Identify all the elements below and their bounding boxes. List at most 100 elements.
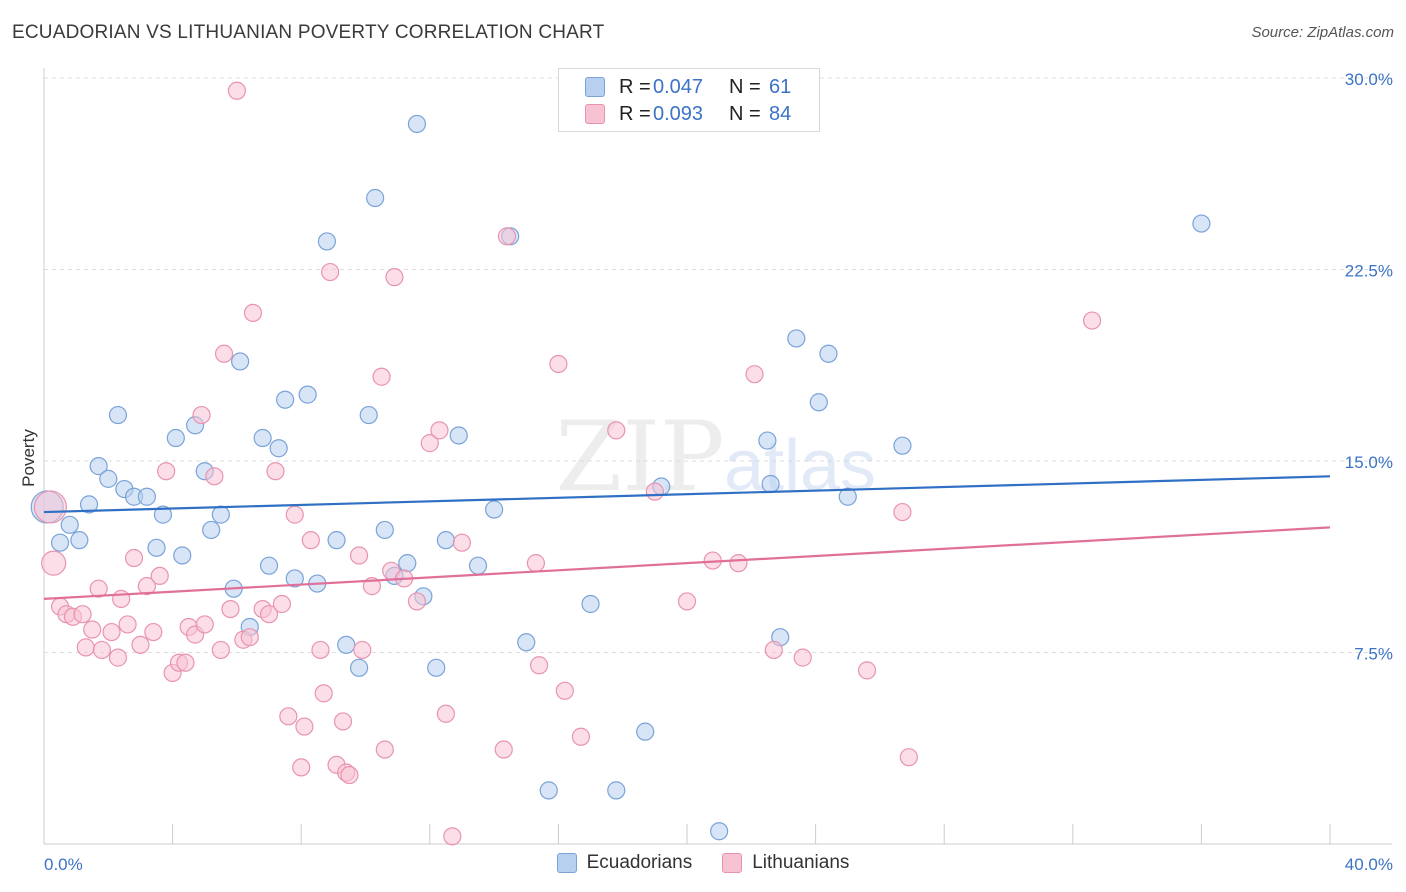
- ecuadorian-point-24: [269, 439, 288, 458]
- lithuanian-point-69: [549, 354, 568, 374]
- lithuanian-point-70: [555, 681, 574, 700]
- lithuanian-point-64: [452, 533, 472, 552]
- legend-label: Ecuadorians: [586, 852, 693, 873]
- lithuanian-point-59: [407, 592, 427, 611]
- ecuadorian-point-17: [202, 520, 221, 540]
- lithuanian-point-57: [385, 268, 404, 287]
- lithuanian-point-19: [157, 462, 176, 481]
- lithuanian-point-42: [295, 717, 314, 736]
- ecuadorian-point-50: [636, 722, 655, 741]
- lithuanian-point-27: [205, 467, 224, 486]
- ecuadorian-point-44: [485, 500, 504, 519]
- lithuanian-point-7: [83, 620, 102, 639]
- lithuanian-point-31: [227, 81, 246, 100]
- lithuanian-point-9: [92, 640, 111, 660]
- lithuanian-trend-line: [43, 526, 1331, 600]
- ecuadorian-point-49: [607, 781, 626, 800]
- y-tick-label-0: 7.5%: [1354, 645, 1393, 664]
- n-label: N =: [729, 75, 761, 98]
- ecuadorian-point-43: [468, 556, 488, 575]
- ecuadorian-point-14: [173, 546, 192, 565]
- data-points: [30, 81, 1211, 846]
- lithuanian-point-67: [526, 554, 545, 573]
- ecuadorian-point-18: [211, 505, 230, 524]
- lithuanian-point-51: [349, 546, 369, 565]
- y-tick-label-2: 22.5%: [1345, 262, 1393, 281]
- y-tick-label-1: 15.0%: [1345, 453, 1393, 472]
- lithuanian-point-26: [195, 615, 214, 634]
- ecuadorian-point-10: [137, 487, 156, 506]
- source-label: Source: ZipAtlas.com: [1251, 24, 1394, 41]
- lithuanian-point-25: [192, 405, 211, 425]
- lithuanian-point-33: [240, 628, 259, 647]
- ecuadorian-point-54: [761, 474, 780, 494]
- ecuadorian-point-34: [366, 188, 385, 208]
- y-tick-label-3: 30.0%: [1345, 70, 1393, 89]
- lithuanian-point-36: [259, 605, 279, 624]
- legend-swatch-blue: [556, 853, 577, 873]
- lithuanian-point-66: [497, 227, 517, 246]
- lithuanian-point-38: [272, 594, 292, 614]
- r-label: R =: [619, 102, 651, 125]
- lithuanian-point-22: [176, 653, 195, 672]
- r-label: R =: [619, 75, 651, 98]
- lithuanian-point-71: [571, 727, 591, 746]
- ecuadorian-point-1: [50, 533, 70, 552]
- lithuanian-point-12: [112, 589, 131, 608]
- trend-lines: [43, 475, 1331, 600]
- lithuanian-point-65: [494, 740, 513, 759]
- lithuanian-point-83: [1082, 311, 1102, 330]
- n-value: 61: [769, 75, 792, 98]
- legend-item-lithuanians[interactable]: Lithuanians: [722, 852, 849, 874]
- lithuanian-point-73: [645, 482, 664, 501]
- lithuanian-point-46: [321, 262, 340, 282]
- ecuadorian-point-30: [327, 531, 346, 550]
- lithuanian-point-45: [314, 684, 333, 703]
- ecuadorian-point-35: [375, 520, 394, 540]
- ecuadorian-point-57: [809, 393, 828, 412]
- ecuadorian-point-22: [253, 428, 272, 448]
- lithuanian-point-43: [301, 531, 320, 550]
- lithuanian-point-79: [793, 648, 812, 667]
- lithuanian-point-81: [893, 502, 912, 522]
- lithuanian-point-61: [430, 421, 449, 440]
- ecuadorian-point-23: [259, 556, 279, 575]
- lithuanian-point-14: [124, 548, 144, 568]
- lithuanian-point-68: [530, 656, 549, 675]
- lithuanian-point-16: [137, 577, 156, 596]
- lithuanian-point-1: [41, 550, 67, 576]
- ecuadorian-point-60: [893, 436, 912, 455]
- lithuanian-point-72: [607, 421, 626, 440]
- ecuadorian-point-32: [349, 658, 369, 677]
- lithuanian-point-76: [729, 554, 748, 573]
- lithuanian-point-44: [311, 640, 330, 660]
- ecuadorian-point-11: [147, 538, 166, 557]
- lithuanian-point-78: [764, 640, 783, 660]
- ecuadorian-point-27: [298, 385, 317, 404]
- lithuanian-point-39: [279, 707, 298, 726]
- axes: [43, 68, 1392, 845]
- legend-item-ecuadorians[interactable]: Ecuadorians: [556, 852, 693, 874]
- lithuanian-point-52: [353, 640, 372, 660]
- ecuadorian-point-46: [517, 633, 536, 652]
- y-axis-label: Poverty: [19, 429, 38, 487]
- ecuadorian-point-2: [60, 515, 79, 534]
- r-value: 0.047: [653, 75, 704, 98]
- n-label: N =: [729, 102, 761, 125]
- ecuadorian-point-48: [581, 594, 600, 614]
- lithuanian-point-34: [243, 303, 263, 323]
- lithuanian-point-60: [420, 434, 439, 453]
- lithuanian-point-74: [677, 592, 697, 611]
- ecuadorian-point-12: [153, 505, 173, 524]
- lithuanian-point-62: [436, 704, 455, 723]
- ecuadorian-point-7: [108, 405, 128, 425]
- x-tick-label-0: 0.0%: [44, 855, 83, 874]
- lithuanian-point-5: [73, 605, 92, 624]
- lithuanian-point-77: [745, 365, 764, 384]
- lithuanian-point-11: [108, 648, 128, 667]
- ecuadorian-point-5: [89, 457, 108, 476]
- lithuanian-point-37: [266, 462, 285, 481]
- legend-swatch-pink: [585, 104, 605, 124]
- lithuanian-point-82: [899, 748, 918, 767]
